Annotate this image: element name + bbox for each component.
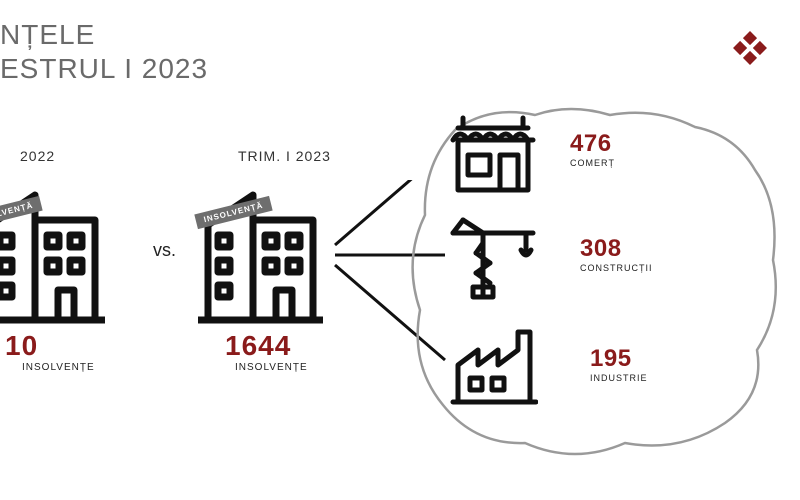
shop-icon bbox=[448, 110, 538, 205]
building-2023-icon bbox=[198, 175, 348, 330]
category-1-label: COMERȚ bbox=[570, 158, 615, 168]
crane-icon bbox=[448, 215, 538, 310]
category-3-label: INDUSTRIE bbox=[590, 373, 648, 383]
category-1-value: 476 bbox=[570, 130, 612, 158]
brand-logo bbox=[730, 28, 770, 68]
vs-label: vs. bbox=[153, 240, 176, 261]
title-line-2: ESTRUL I 2023 bbox=[0, 52, 208, 86]
title-line-1: NȚELE bbox=[0, 18, 208, 52]
value-2023: 1644 bbox=[225, 330, 291, 362]
value-2022-label: INSOLVENȚE bbox=[22, 362, 95, 373]
building-2022-icon bbox=[0, 175, 130, 330]
factory-icon bbox=[448, 320, 538, 415]
page-title: NȚELE ESTRUL I 2023 bbox=[0, 18, 208, 85]
period-2022-label: 2022 bbox=[20, 148, 55, 164]
category-2-value: 308 bbox=[580, 235, 622, 263]
value-2023-label: INSOLVENȚE bbox=[235, 362, 308, 373]
period-2023-label: TRIM. I 2023 bbox=[238, 148, 331, 164]
category-3-value: 195 bbox=[590, 345, 632, 373]
category-2-label: CONSTRUCȚII bbox=[580, 263, 653, 273]
value-2022: 10 bbox=[5, 330, 38, 362]
